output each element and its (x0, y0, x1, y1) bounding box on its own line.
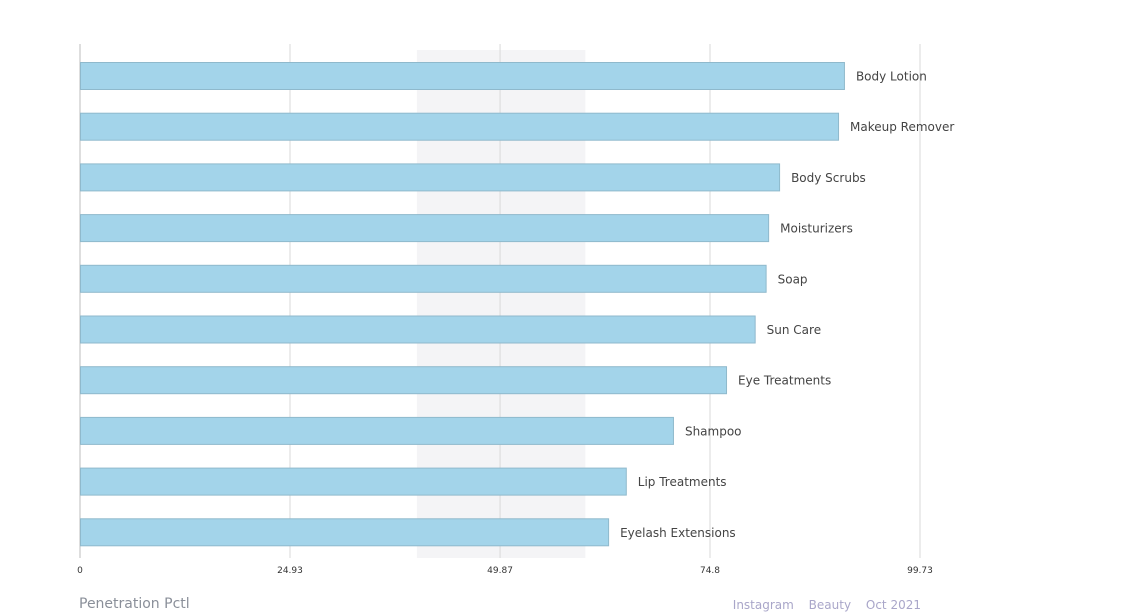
bar-label: Soap (778, 272, 808, 286)
x-tick-label: 0 (77, 566, 83, 576)
bar[interactable] (80, 264, 767, 293)
bar[interactable] (80, 112, 840, 141)
bar[interactable] (80, 163, 781, 192)
x-tick-label: 49.87 (487, 566, 513, 576)
x-tick-label: 24.93 (277, 566, 303, 576)
x-tick-labels: 0 24.93 49.87 74.8 99.73 (77, 566, 933, 576)
bar-chart: Body Lotion Makeup Remover Body Scrubs Mois… (77, 44, 954, 576)
bar-label: Shampoo (685, 424, 742, 438)
meta-platform[interactable]: Instagram (732, 598, 794, 612)
bar-label: Makeup Remover (850, 120, 954, 134)
bar[interactable] (80, 467, 627, 496)
bar-label: Lip Treatments (638, 475, 727, 489)
bar[interactable] (80, 366, 728, 395)
bar[interactable] (80, 315, 756, 344)
bars: Body Lotion Makeup Remover Body Scrubs Mois… (80, 62, 954, 547)
x-tick-label: 74.8 (700, 566, 720, 576)
bar-label: Body Scrubs (791, 171, 866, 185)
bar-label: Body Lotion (856, 70, 927, 84)
chart-meta: Instagram Beauty Oct 2021 (722, 598, 921, 612)
bar[interactable] (80, 62, 845, 90)
meta-category[interactable]: Beauty (808, 598, 852, 612)
meta-period[interactable]: Oct 2021 (865, 598, 921, 612)
bar-label: Eye Treatments (738, 374, 831, 388)
metric-title: Penetration Pctl (79, 596, 190, 612)
bar-label: Moisturizers (780, 222, 853, 236)
x-tick-label: 99.73 (907, 566, 933, 576)
bar-label: Sun Care (767, 323, 821, 337)
bar[interactable] (80, 518, 610, 547)
bar-label: Eyelash Extensions (620, 526, 736, 540)
bar[interactable] (80, 416, 674, 445)
bar[interactable] (80, 214, 770, 243)
